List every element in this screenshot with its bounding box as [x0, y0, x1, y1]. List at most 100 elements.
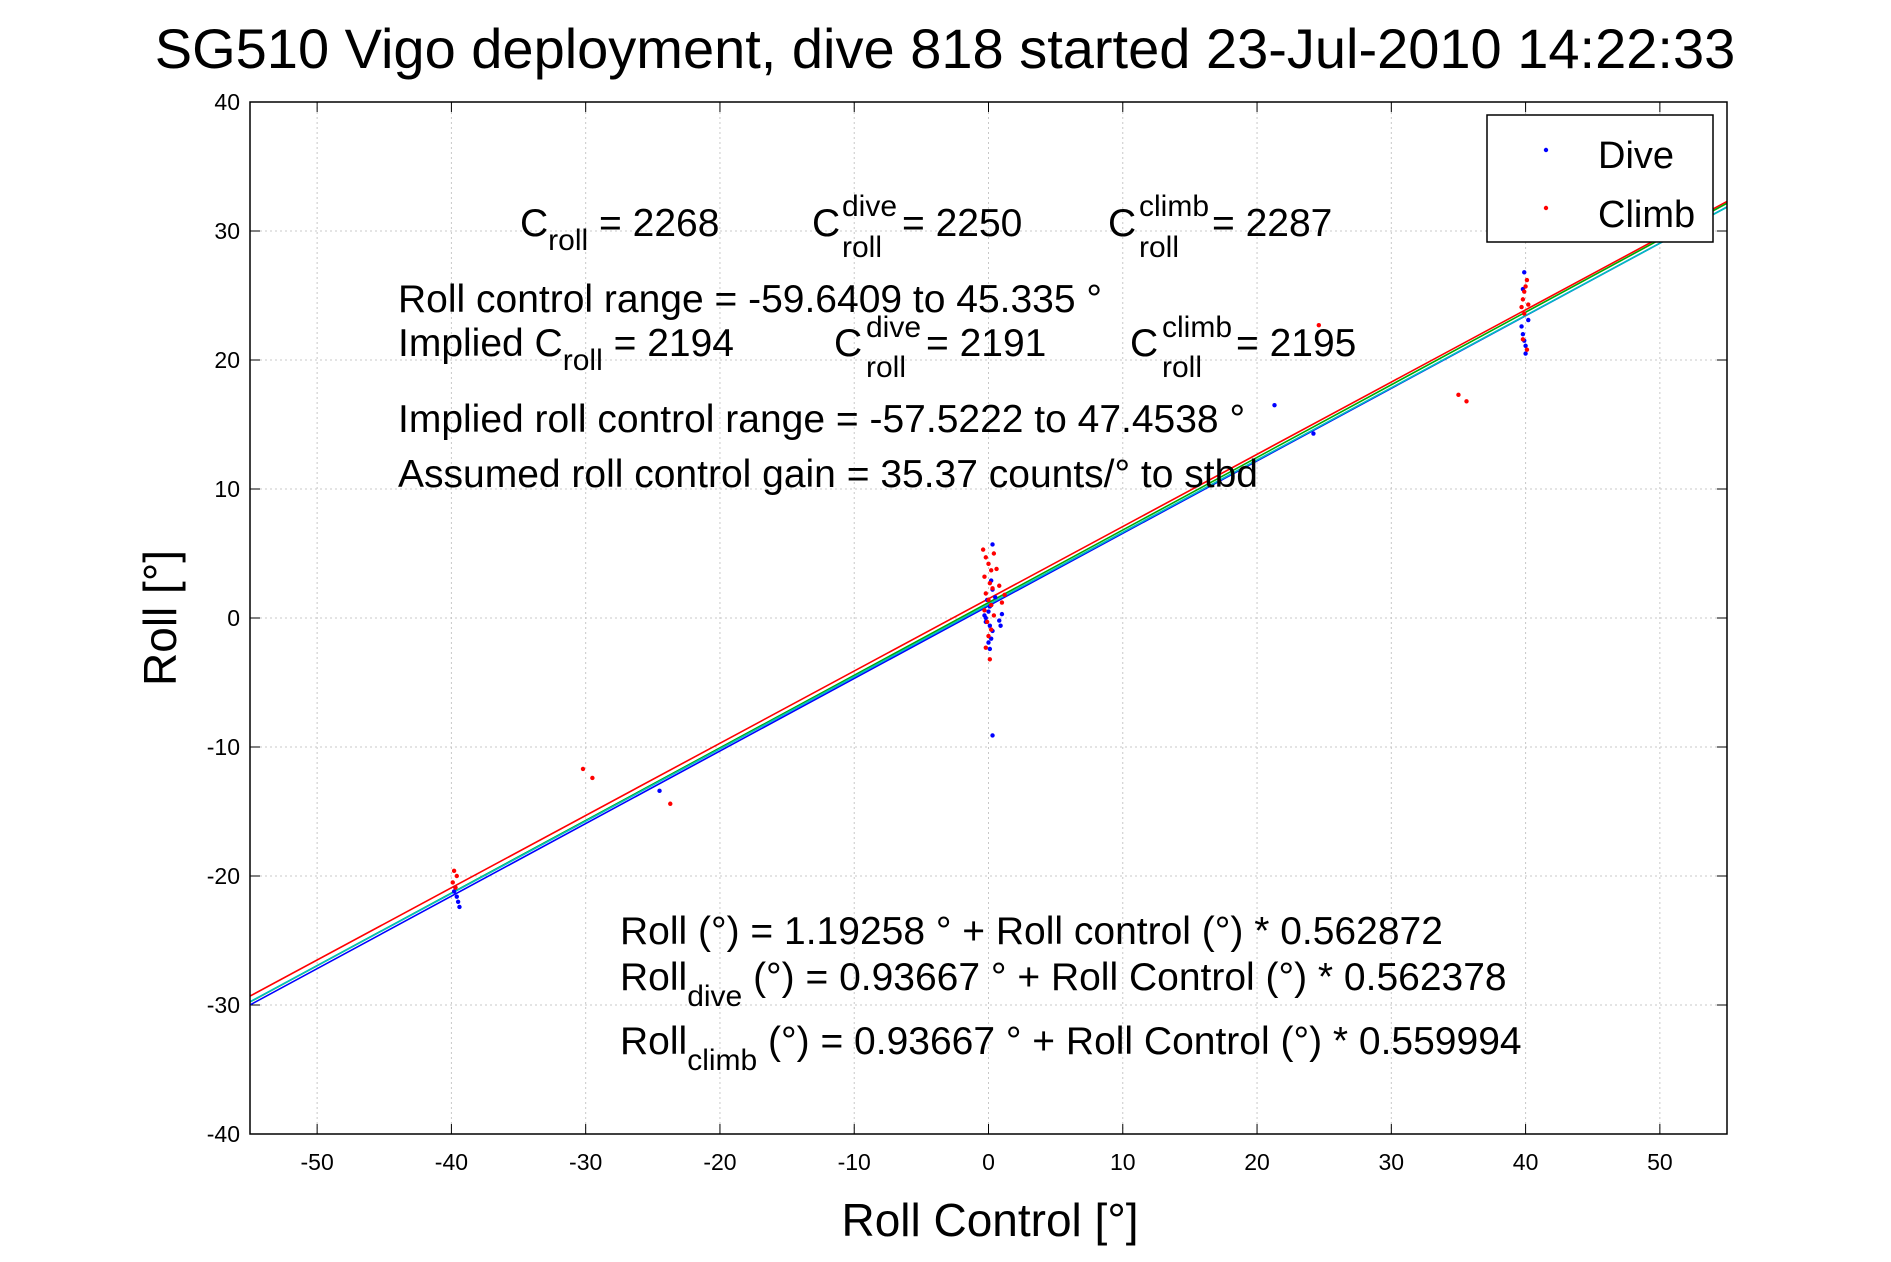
x-tick-label: 10 [1110, 1149, 1136, 1175]
data-point [986, 640, 991, 645]
data-point [454, 873, 459, 879]
data-point [983, 645, 989, 650]
data-point [987, 580, 993, 586]
data-point [983, 555, 989, 560]
data-point [986, 597, 991, 603]
y-tick-label: -20 [207, 863, 240, 889]
y-tick-label: 10 [214, 476, 240, 502]
data-point [1522, 289, 1527, 294]
c-symbol: C [1108, 202, 1136, 245]
data-point [453, 885, 458, 890]
data-point [991, 551, 997, 556]
x-tick-label: 30 [1379, 1149, 1405, 1175]
legend-label-climb: Climb [1598, 194, 1695, 236]
fit-equation-all: Roll (°) = 1.19258 ° + Roll control (°) … [620, 910, 1443, 953]
roll-subscript: roll [866, 351, 906, 384]
data-point [668, 801, 673, 806]
c-symbol: C [812, 202, 840, 245]
data-point [983, 591, 989, 596]
data-point [1311, 431, 1316, 436]
data-point [984, 619, 990, 625]
y-tick-label: 30 [214, 218, 240, 244]
data-point [450, 880, 455, 885]
plot-frame [249, 101, 1728, 1135]
climb-subscript: climb [687, 1044, 757, 1077]
data-point [1519, 304, 1524, 310]
data-point [997, 618, 1002, 623]
implied-c-dive-annotation: C [834, 322, 862, 365]
data-point [986, 609, 991, 614]
data-point [455, 899, 461, 904]
data-point [1523, 284, 1528, 289]
c-roll-value: = 2268 [588, 202, 719, 245]
fit-line [249, 206, 1728, 1003]
data-point [980, 547, 986, 552]
data-point [454, 894, 459, 899]
x-tick-label: -50 [301, 1149, 334, 1175]
roll-subscript: roll [563, 344, 603, 377]
data-point [999, 611, 1005, 617]
x-tick-label: 50 [1647, 1149, 1673, 1175]
data-point [1520, 297, 1526, 302]
c-roll-dive-annotation: C [812, 202, 840, 245]
x-tick-label: -40 [435, 1149, 468, 1175]
c-roll-annotation: Croll = 2268 [520, 202, 719, 257]
y-tick-label: 0 [227, 605, 240, 631]
data-point [657, 788, 662, 794]
y-tick-labels: 40 30 20 10 0 -10 -20 -30 -40 [207, 89, 240, 1147]
data-point [1520, 332, 1526, 337]
implied-c-dive-value: = 2191 [926, 322, 1046, 365]
implied-c-climb-annotation: C [1130, 322, 1158, 365]
gain-annotation: Assumed roll control gain = 35.37 counts… [398, 453, 1258, 496]
data-point [1523, 343, 1528, 349]
implied-prefix: Implied C [398, 322, 563, 365]
x-tick-labels: -50 -40 -30 -20 -10 0 10 20 30 40 50 [301, 1149, 1673, 1175]
x-tick-label: 0 [982, 1149, 995, 1175]
annotations: Croll = 2268 C dive roll = 2250 C climb … [398, 190, 1522, 1077]
roll-subscript: roll [1139, 231, 1179, 264]
dive-subscript: dive [687, 980, 742, 1013]
data-point [1522, 270, 1527, 275]
data-point [998, 623, 1003, 628]
c-symbol: C [1130, 322, 1158, 365]
data-point [983, 615, 989, 621]
data-point [1519, 324, 1524, 329]
roll-symbol: Roll [620, 956, 687, 999]
dive-equation-rest: (°) = 0.93667 ° + Roll Control (°) * 0.5… [742, 956, 1506, 999]
y-tick-label: -10 [207, 734, 240, 760]
y-tick-label: -40 [207, 1121, 240, 1147]
data-point [457, 904, 462, 910]
fit-equation-dive: Rolldive (°) = 0.93667 ° + Roll Control … [620, 956, 1507, 1013]
climb-equation-rest: (°) = 0.93667 ° + Roll Control (°) * 0.5… [757, 1020, 1521, 1063]
c-symbol: C [834, 322, 862, 365]
implied-c-roll-annotation: Implied Croll = 2194 [398, 322, 734, 377]
range-annotation: Roll control range = -59.6409 to 45.335 … [398, 278, 1102, 321]
roll-symbol: Roll [620, 1020, 687, 1063]
data-points [450, 270, 1531, 910]
data-point [1523, 351, 1528, 356]
series-climb [450, 277, 1531, 890]
data-point [590, 775, 595, 781]
data-point [987, 646, 993, 652]
data-point [1522, 311, 1527, 316]
data-point [988, 568, 994, 573]
climb-superscript: climb [1139, 190, 1209, 223]
y-tick-label: 20 [214, 347, 240, 373]
climb-superscript: climb [1162, 311, 1232, 344]
data-point [988, 602, 994, 608]
data-point [993, 595, 998, 600]
c-roll-climb-annotation: C [1108, 202, 1136, 245]
data-point [1464, 399, 1469, 404]
data-point [997, 583, 1002, 588]
data-point [999, 600, 1005, 605]
data-point [580, 766, 586, 772]
y-tick-label: -30 [207, 992, 240, 1018]
x-tick-label: 40 [1513, 1149, 1539, 1175]
fit-equation-climb: Rollclimb (°) = 0.93667 ° + Roll Control… [620, 1020, 1522, 1077]
data-point [982, 574, 987, 579]
chart-title: SG510 Vigo deployment, dive 818 started … [155, 17, 1736, 80]
data-point [990, 542, 995, 547]
legend-marker-dive [1543, 147, 1549, 153]
dive-superscript: dive [842, 190, 897, 223]
